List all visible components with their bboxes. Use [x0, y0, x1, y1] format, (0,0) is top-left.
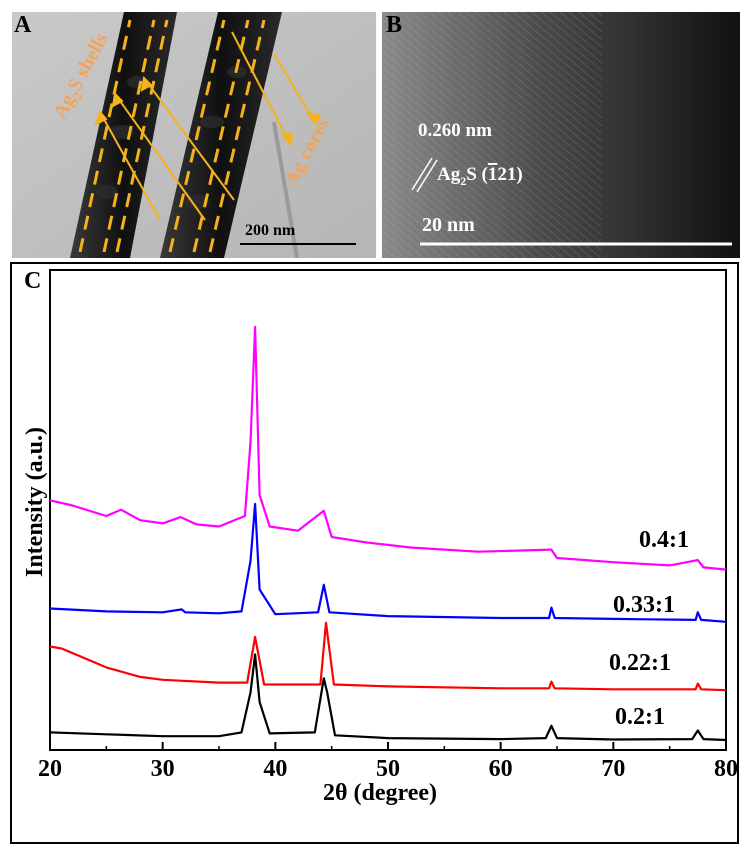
fringe-marker-2: [416, 159, 438, 193]
x-tick-label-3: 50: [376, 756, 400, 782]
series-label-3: 0.4:1: [639, 527, 689, 553]
x-tick-label-2: 40: [263, 756, 287, 782]
y-axis-label: Intensity (a.u.): [22, 427, 48, 577]
plane-label-main: Ag: [437, 164, 461, 185]
series-label-0: 0.2:1: [615, 704, 665, 730]
panel-c: 20 30 40 50 60 70 80 0.2:1 0.22:1 0.33:1 0.4:1 2θ…: [10, 262, 740, 845]
panel-a-image: Ag2S shells Ag cores 200 nm: [12, 12, 376, 259]
panel-a: Ag2S shells Ag cores 200 nm A: [12, 12, 376, 259]
plane-label-sub: 2: [460, 174, 466, 188]
panel-letter-a: A: [14, 12, 32, 38]
scale-label-b: 20 nm: [422, 214, 475, 236]
series-line-1: [49, 621, 727, 692]
series-label-2: 0.33:1: [613, 592, 675, 618]
plane-label-tail: 21): [497, 164, 522, 185]
panel-c-frame: [10, 262, 739, 844]
x-tick-label-4: 60: [489, 756, 513, 782]
spacing-label: 0.260 nm: [418, 120, 492, 141]
x-axis-label: 2θ (degree): [323, 780, 437, 806]
x-tick-label-0: 20: [38, 756, 62, 782]
svg-text:Ag2S (121): Ag2S (121): [437, 164, 523, 188]
series-line-3: [49, 325, 727, 571]
x-tick-label-5: 70: [601, 756, 625, 782]
series-line-0: [49, 653, 727, 742]
series-line-2: [49, 502, 727, 623]
x-tick-label-6: 80: [714, 756, 738, 782]
panel-letter-c: C: [24, 268, 42, 294]
scale-label-a: 200 nm: [245, 222, 296, 239]
series-label-1: 0.22:1: [609, 650, 671, 676]
plane-label-bar: 1: [488, 164, 498, 185]
fringe-marker-1: [411, 157, 433, 191]
x-tick-label-1: 30: [151, 756, 175, 782]
plane-label-mid: S (: [466, 164, 488, 185]
panel-letter-b: B: [386, 12, 403, 38]
panel-b: 0.260 nm Ag2S (121) 20 nm B: [382, 12, 740, 258]
panel-b-image: 0.260 nm Ag2S (121) 20 nm: [382, 12, 740, 258]
xrd-chart: 20 30 40 50 60 70 80 0.2:1 0.22:1 0.33:1 0.4:1 2θ…: [10, 262, 739, 844]
